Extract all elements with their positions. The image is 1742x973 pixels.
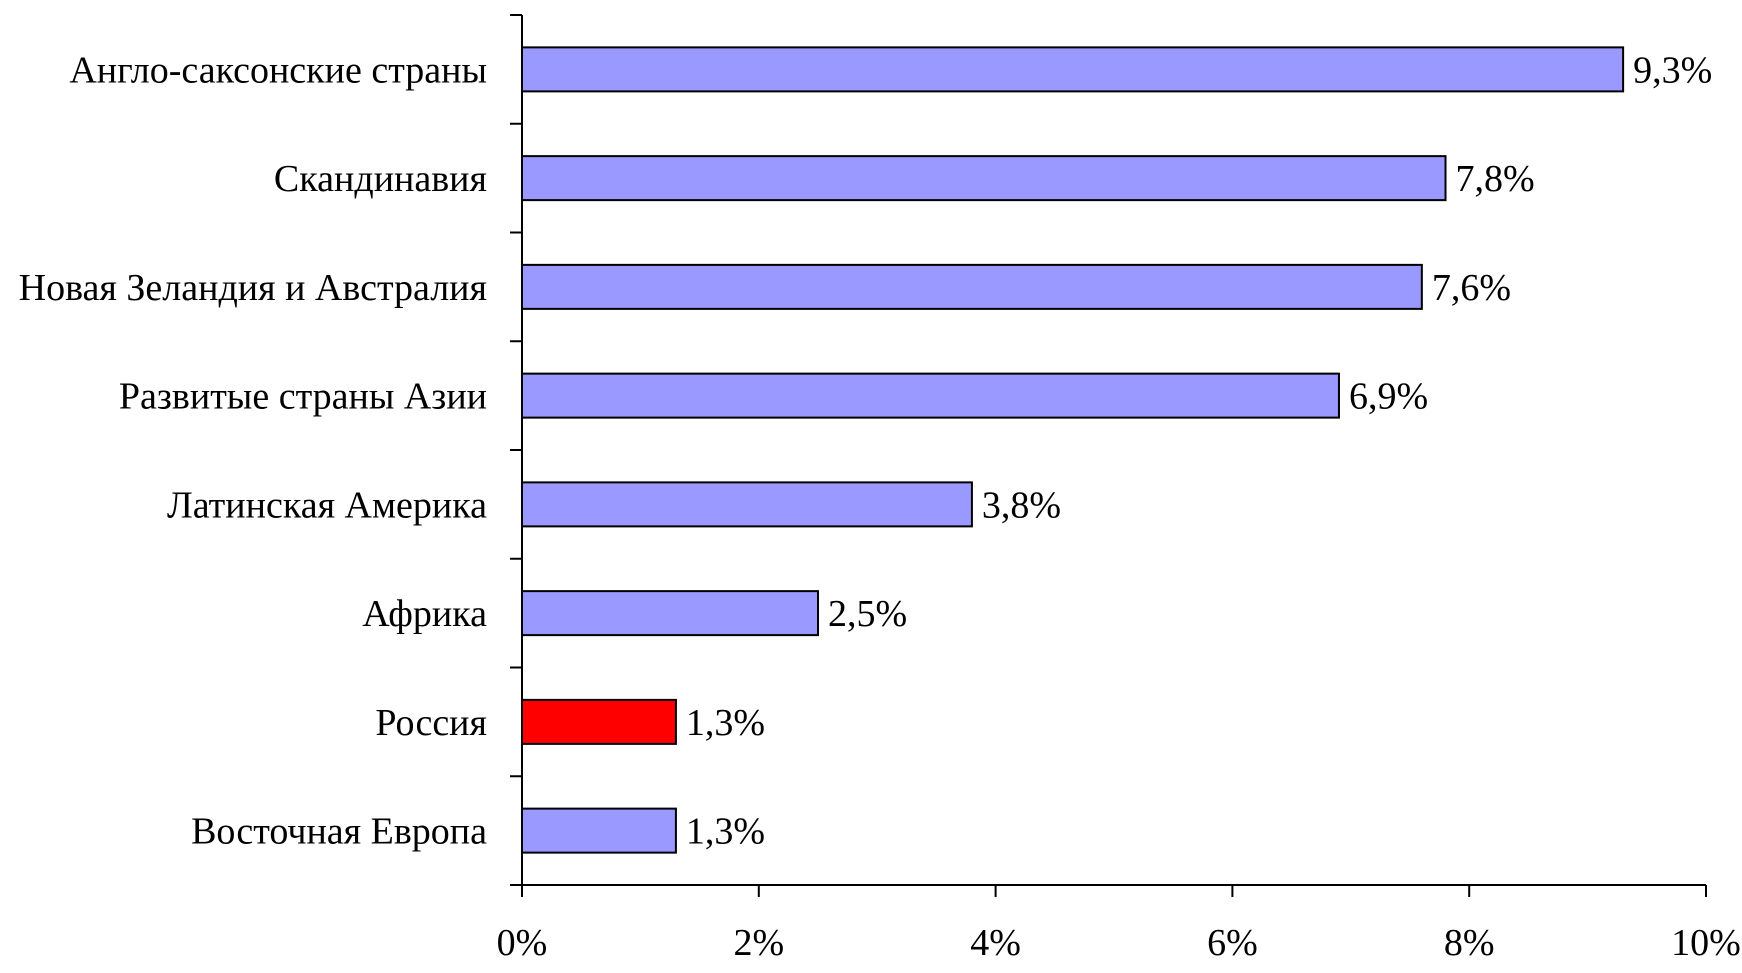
x-tick-label: 8% <box>1444 922 1495 964</box>
bars-layer <box>521 46 1625 854</box>
labels-layer: Англо-саксонские страны 9,3% Скандинавия 7,… <box>19 49 1741 964</box>
category-label: Скандинавия <box>274 158 487 200</box>
bar <box>521 481 973 528</box>
category-label: Англо-саксонские страны <box>69 49 487 91</box>
data-label: 7,8% <box>1456 158 1535 200</box>
data-label: 1,3% <box>686 811 765 853</box>
category-label: Восточная Европа <box>191 811 487 853</box>
x-tick-label: 2% <box>733 922 784 964</box>
bar <box>521 155 1447 202</box>
bar <box>521 698 677 745</box>
x-tick-label: 6% <box>1207 922 1258 964</box>
bar <box>521 807 677 854</box>
axes-layer <box>510 14 1707 897</box>
bar <box>521 372 1340 419</box>
bar <box>521 590 819 637</box>
category-label: Россия <box>375 702 487 744</box>
x-tick-label: 4% <box>970 922 1021 964</box>
category-label: Латинская Америка <box>167 484 487 526</box>
x-tick-label: 10% <box>1671 922 1741 964</box>
data-label: 7,6% <box>1432 267 1511 309</box>
category-label: Новая Зеландия и Австралия <box>19 267 487 309</box>
category-label: Африка <box>362 593 487 635</box>
x-tick-label: 0% <box>497 922 548 964</box>
bar <box>521 263 1423 310</box>
bar <box>521 46 1625 93</box>
data-label: 9,3% <box>1633 49 1712 91</box>
data-label: 1,3% <box>686 702 765 744</box>
data-label: 6,9% <box>1349 376 1428 418</box>
category-label: Развитые страны Азии <box>119 376 487 418</box>
data-label: 2,5% <box>828 593 907 635</box>
data-label: 3,8% <box>982 484 1061 526</box>
